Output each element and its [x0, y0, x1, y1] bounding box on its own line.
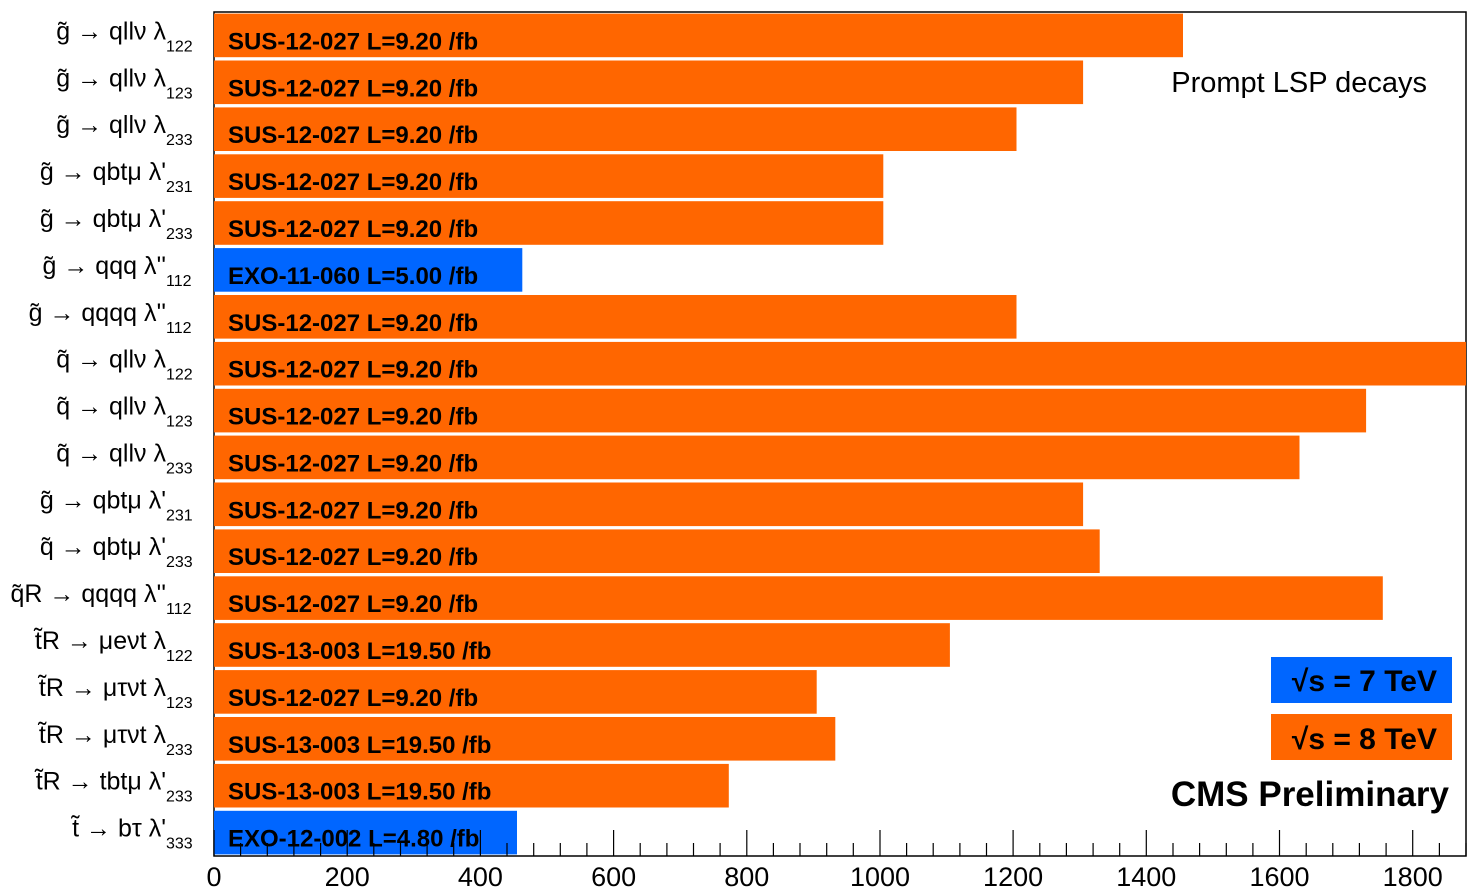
bar-6 [214, 248, 523, 292]
category-subscript-5: 233 [166, 226, 193, 243]
x-tick-label: 200 [325, 862, 370, 891]
category-label-13: q̃R → qqqq λ'' [11, 580, 166, 608]
category-subscript-18: 333 [166, 836, 193, 853]
category-subscript-11: 231 [166, 507, 193, 524]
bar-label-6: EXO-11-060 L=5.00 /fb [228, 263, 478, 290]
bar-7 [214, 295, 1017, 339]
category-label-14: t̃R → μeνt λ [33, 627, 166, 655]
legend-8tev-root: √ [1292, 723, 1309, 756]
category-subscript-12: 233 [166, 554, 193, 571]
bars-layer: SUS-12-027 L=9.20 /fb SUS-12-027 L=9.20 /… [214, 13, 1466, 855]
category-label-8: q̃ → qllν λ [56, 346, 166, 374]
category-label-11: g̃ → qbtμ λ' [40, 486, 166, 514]
bar-8 [214, 341, 1466, 386]
x-tick-label: 1000 [850, 862, 910, 891]
bar-16 [214, 717, 836, 761]
bar-10 [214, 435, 1300, 480]
legend-entry-8tev: √s = 8 TeV [1292, 723, 1437, 756]
bar-label-8: SUS-12-027 L=9.20 /fb [228, 357, 478, 384]
bar-12 [214, 529, 1100, 573]
bar-14 [214, 623, 950, 667]
bar-label-1: SUS-12-027 L=9.20 /fb [228, 28, 478, 55]
bar-label-11: SUS-12-027 L=9.20 /fb [228, 497, 478, 524]
category-label-9: q̃ → qllν λ [56, 393, 166, 421]
category-label-15: t̃R → μτνt λ [37, 674, 166, 702]
category-label-5: g̃ → qbtμ λ' [40, 205, 166, 233]
category-subscript-9: 123 [166, 414, 193, 431]
legend-swatch-7tev [1271, 657, 1452, 703]
x-tick-label: 400 [458, 862, 503, 891]
category-subscript-10: 233 [166, 460, 193, 477]
x-tick-label: 800 [724, 862, 769, 891]
legend-8tev-text: s = 8 TeV [1308, 723, 1437, 756]
category-subscript-7: 112 [166, 320, 192, 337]
bar-17 [214, 763, 729, 808]
bar-label-7: SUS-12-027 L=9.20 /fb [228, 310, 478, 337]
bar-18 [214, 810, 517, 855]
x-tick-label: 1800 [1383, 862, 1443, 891]
category-label-7: g̃ → qqqq λ'' [29, 299, 166, 327]
category-subscript-14: 122 [166, 648, 193, 665]
plot-area [213, 11, 1467, 857]
bar-11 [214, 482, 1084, 527]
bar-4 [214, 154, 884, 198]
category-subscript-8: 122 [166, 367, 193, 384]
annotation-prompt-lsp: Prompt LSP decays [1171, 67, 1427, 99]
bar-label-13: SUS-12-027 L=9.20 /fb [228, 591, 478, 618]
bar-1 [214, 13, 1183, 58]
x-axis: 0 200 400 600 800 1000 1200 1400 1600 1800 [206, 830, 1467, 891]
bar-label-16: SUS-13-003 L=19.50 /fb [228, 732, 491, 759]
bar-label-4: SUS-12-027 L=9.20 /fb [228, 169, 478, 196]
category-label-17: t̃R → tbtμ λ' [34, 768, 166, 796]
bar-label-14: SUS-13-003 L=19.50 /fb [228, 638, 491, 665]
category-subscript-6: 112 [166, 273, 192, 290]
category-subscript-13: 112 [166, 601, 192, 618]
category-subscript-2: 123 [166, 85, 193, 102]
x-tick-label: 1600 [1249, 862, 1309, 891]
legend-swatch-8tev [1271, 714, 1452, 760]
category-label-10: q̃ → qllν λ [56, 439, 166, 467]
bar-label-3: SUS-12-027 L=9.20 /fb [228, 122, 478, 149]
legend-entry-7tev: √s = 7 TeV [1292, 665, 1437, 698]
category-label-1: g̃ → qllν λ [56, 17, 166, 45]
category-subscript-17: 233 [166, 789, 193, 806]
x-tick-label: 1400 [1116, 862, 1176, 891]
category-label-2: g̃ → qllν λ [56, 64, 166, 92]
bar-label-17: SUS-13-003 L=19.50 /fb [228, 779, 491, 806]
cms-preliminary-label: CMS Preliminary [1171, 775, 1450, 814]
category-label-12: q̃ → qbtμ λ' [40, 533, 166, 561]
category-label-16: t̃R → μτνt λ [37, 721, 166, 749]
category-subscript-3: 233 [166, 132, 193, 149]
bar-9 [214, 388, 1367, 433]
x-tick-label: 600 [591, 862, 636, 891]
category-subscript-4: 231 [166, 179, 193, 196]
bar-15 [214, 670, 817, 714]
category-label-6: g̃ → qqq λ'' [43, 252, 167, 280]
bar-label-9: SUS-12-027 L=9.20 /fb [228, 404, 478, 431]
bar-label-18: EXO-12-002 L=4.80 /fb [228, 826, 479, 853]
category-label-3: g̃ → qllν λ [56, 111, 166, 139]
legend-7tev-root: √ [1292, 665, 1309, 698]
x-tick-label: 1200 [983, 862, 1043, 891]
bar-label-5: SUS-12-027 L=9.20 /fb [228, 216, 478, 243]
category-label-18: t̃ → bτ λ' [70, 815, 166, 843]
x-tick-label: 0 [206, 862, 221, 891]
category-subscript-16: 233 [166, 742, 193, 759]
bar-label-12: SUS-12-027 L=9.20 /fb [228, 544, 478, 571]
bar-5 [214, 201, 884, 245]
category-subscript-15: 123 [166, 695, 193, 712]
legend: √s = 7 TeV √s = 8 TeV [1271, 657, 1452, 760]
legend-7tev-text: s = 7 TeV [1308, 665, 1437, 698]
bar-2 [214, 60, 1084, 105]
bar-label-10: SUS-12-027 L=9.20 /fb [228, 450, 478, 477]
bar-label-2: SUS-12-027 L=9.20 /fb [228, 75, 478, 102]
category-subscript-1: 122 [166, 38, 193, 55]
bar-label-15: SUS-12-027 L=9.20 /fb [228, 685, 478, 712]
bar-13 [214, 576, 1383, 620]
bar-3 [214, 107, 1017, 151]
category-label-4: g̃ → qbtμ λ' [40, 158, 166, 186]
